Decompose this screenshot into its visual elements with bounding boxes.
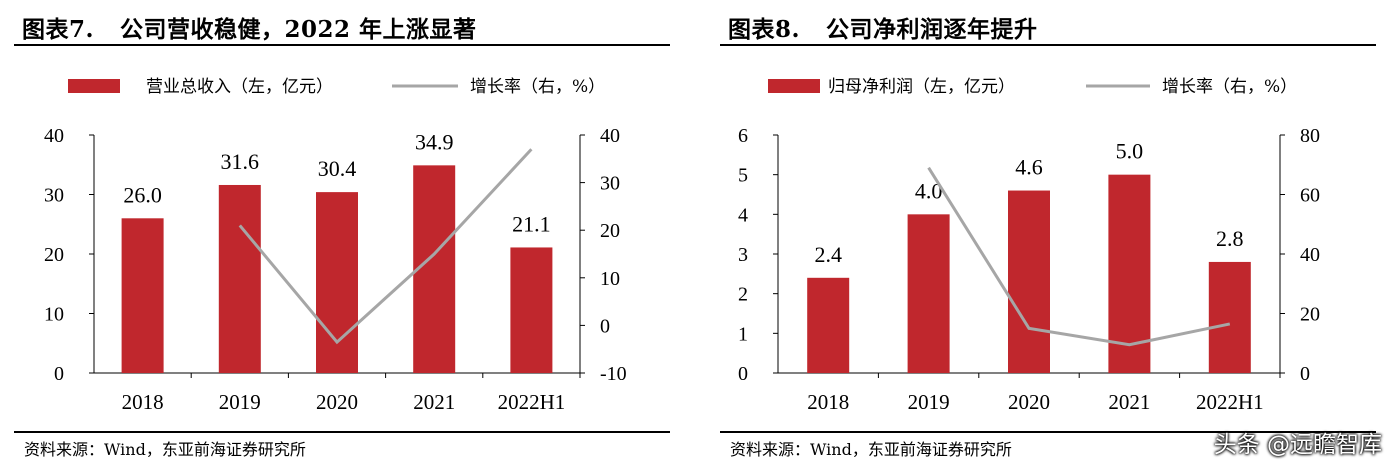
left-tick-label: 1 (738, 323, 748, 345)
right-tick-label: 60 (1300, 185, 1320, 207)
left-tick-label: 40 (44, 125, 64, 147)
bar (1208, 261, 1251, 373)
category-label: 2018 (807, 390, 849, 414)
source-note: 资料来源：Wind，东亚前海证券研究所 (730, 440, 1012, 459)
category-label: 2020 (1008, 390, 1050, 414)
bar (413, 165, 456, 373)
right-tick-label: 0 (600, 315, 610, 337)
right-tick-label: 0 (1300, 363, 1310, 385)
chart-title-text: 公司净利润逐年提升 (826, 16, 1038, 43)
right-tick-label: 40 (600, 125, 620, 147)
bar (807, 277, 850, 373)
right-tick-label: -10 (600, 363, 627, 385)
title-rule (720, 44, 1376, 46)
bar (907, 214, 950, 373)
chart-title: 图表8. 公司净利润逐年提升 (728, 10, 1038, 44)
source-rule (14, 431, 670, 433)
source-note: 资料来源：Wind，东亚前海证券研究所 (24, 440, 306, 459)
bar (121, 218, 164, 373)
category-label: 2019 (219, 390, 261, 414)
profit-chart: 归母净利润（左，亿元） 增长率（右，%）01234560204060802.420… (738, 77, 1320, 414)
left-tick-label: 10 (44, 304, 64, 326)
data-label: 5.0 (1116, 139, 1144, 164)
category-label: 2020 (316, 390, 358, 414)
right-tick-label: 20 (600, 220, 620, 242)
left-tick-label: 0 (54, 363, 64, 385)
bar (316, 192, 358, 373)
left-tick-label: 6 (738, 125, 748, 147)
chart-number: 图表8. (728, 16, 801, 43)
category-label: 2018 (122, 390, 164, 414)
left-tick-label: 3 (738, 244, 748, 266)
data-label: 31.6 (221, 149, 260, 174)
revenue-chart-panel: 图表7. 公司营收稳健，2022 年上涨显著 营业总收入（左，亿元） 增长率（右，%… (0, 0, 676, 472)
watermark: 头条 @远瞻智库 (1213, 432, 1382, 458)
bar (510, 247, 553, 373)
left-tick-label: 4 (738, 204, 748, 226)
right-tick-label: 20 (1300, 304, 1320, 326)
data-label: 2.4 (814, 242, 842, 267)
growth-line (927, 166, 1231, 347)
data-label: 4.6 (1015, 155, 1043, 180)
category-label: 2019 (908, 390, 950, 414)
chart-title-text: 公司营收稳健，2022 年上涨显著 (120, 16, 477, 43)
bar (1108, 174, 1151, 373)
left-tick-label: 20 (44, 244, 64, 266)
legend-bar-swatch (768, 79, 820, 93)
legend-bar-label: 归母净利润（左，亿元） (828, 77, 1015, 97)
title-rule (14, 44, 670, 46)
category-label: 2021 (413, 390, 455, 414)
bar (218, 184, 261, 373)
right-tick-label: 10 (600, 268, 620, 290)
profit-chart-panel: 图表8. 公司净利润逐年提升 归母净利润（左，亿元） 增长率（右，%） 0 1 2 3 4 5 6… (706, 0, 1396, 472)
right-tick-label: 40 (1300, 244, 1320, 266)
category-label: 2022H1 (498, 390, 566, 414)
left-tick-label: 0 (738, 363, 748, 385)
left-tick-label: 5 (738, 165, 748, 187)
data-label: 2.8 (1216, 226, 1244, 251)
legend-line-label: 增长率（右，%） (1162, 77, 1297, 97)
legend-bar-label: 营业总收入（左，亿元） (146, 77, 333, 97)
left-tick-label: 30 (44, 185, 64, 207)
revenue-chart: 营业总收入（左，亿元） 增长率（右，%） 0 10 20 30 40 -10 0 10 20 30 40… (44, 77, 627, 414)
category-label: 2022H1 (1196, 390, 1264, 414)
source-rule (720, 431, 1376, 433)
left-tick-label: 2 (738, 284, 748, 306)
right-tick-label: 30 (600, 173, 620, 195)
category-label: 2021 (1108, 390, 1150, 414)
data-label: 26.0 (123, 182, 162, 207)
chart-title: 图表7. 公司营收稳健，2022 年上涨显著 (22, 10, 477, 44)
data-label: 21.1 (512, 211, 551, 236)
data-label: 34.9 (415, 129, 454, 154)
chart-number: 图表7. (22, 16, 95, 43)
bar (1008, 190, 1050, 373)
right-tick-label: 80 (1300, 125, 1320, 147)
growth-line (238, 148, 533, 345)
legend-line-label: 增长率（右，%） (470, 77, 605, 97)
data-label: 30.4 (318, 156, 357, 181)
legend-bar-swatch (68, 79, 120, 93)
